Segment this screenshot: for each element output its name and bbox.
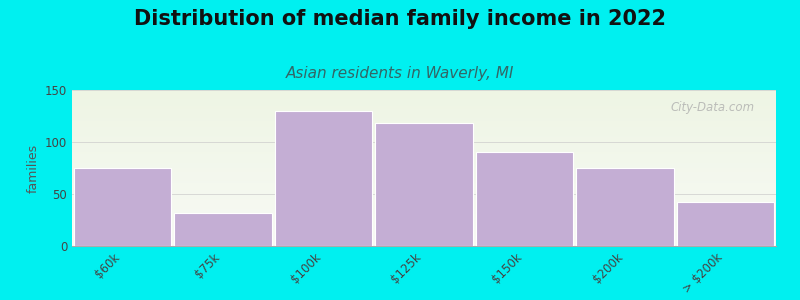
Bar — [576, 168, 674, 246]
Text: Asian residents in Waverly, MI: Asian residents in Waverly, MI — [286, 66, 514, 81]
Y-axis label: families: families — [26, 143, 39, 193]
Bar — [174, 213, 272, 246]
Text: City-Data.com: City-Data.com — [670, 101, 755, 114]
Text: Distribution of median family income in 2022: Distribution of median family income in … — [134, 9, 666, 29]
Bar — [375, 123, 473, 246]
Bar — [476, 152, 574, 246]
Bar — [74, 168, 171, 246]
Bar — [677, 202, 774, 246]
Bar — [274, 111, 372, 246]
